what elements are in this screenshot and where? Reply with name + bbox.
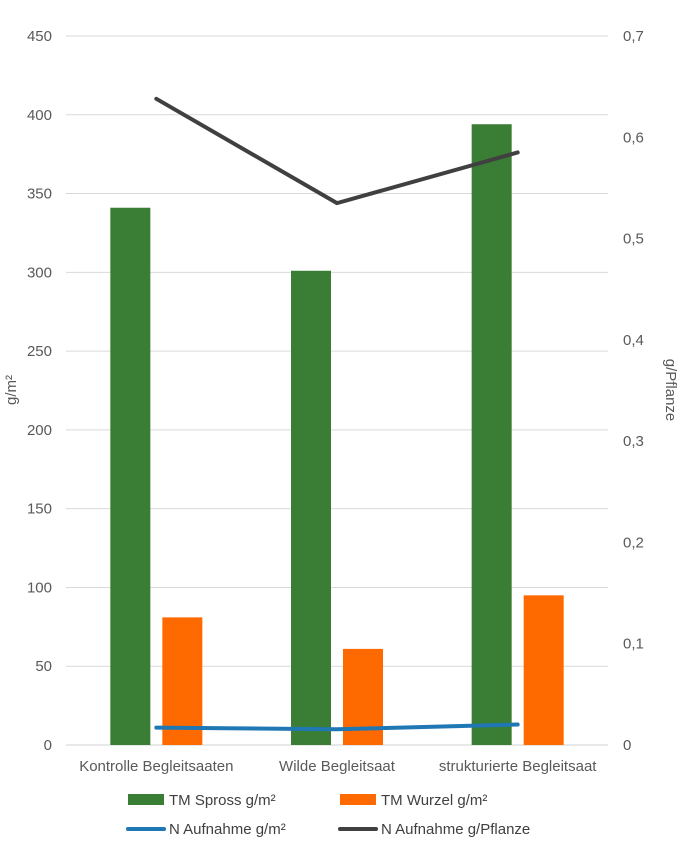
y-tick-label: 200 [27, 422, 52, 439]
series-line-n-pflanze [154, 96, 520, 206]
y-tick-label: 50 [35, 658, 52, 675]
y-tick-label: 300 [27, 264, 52, 281]
bar-wurzel [162, 617, 203, 745]
y2-tick-label: 0,2 [623, 534, 644, 551]
y-axis-title: g/m² [3, 375, 20, 405]
y2-axis-title: g/Pflanze [662, 359, 679, 422]
legend-label: N Aufnahme g/Pflanze [381, 821, 530, 838]
y2-tick-label: 0,6 [623, 129, 644, 146]
bar-spross [110, 207, 151, 746]
legend: TM Spross g/m² TM Wurzel g/m² N Aufnahme g… [126, 792, 530, 838]
legend-label: N Aufnahme g/m² [169, 821, 286, 838]
y-tick-label: 350 [27, 186, 52, 203]
bar-wurzel [523, 595, 564, 745]
x-tick-label: strukturierte Begleitsaat [439, 758, 597, 775]
gridlines [66, 35, 608, 746]
y-tick-label: 250 [27, 343, 52, 360]
y-tick-label: 450 [27, 28, 52, 45]
legend-swatch [128, 794, 164, 805]
y-tick-label: 100 [27, 579, 52, 596]
y2-tick-label: 0 [623, 737, 631, 754]
x-tick-label: Kontrolle Begleitsaaten [79, 758, 233, 775]
y2-tick-label: 0,4 [623, 332, 644, 349]
bars [110, 124, 564, 746]
y2-tick-label: 0,7 [623, 28, 644, 45]
y2-tick-label: 0,3 [623, 433, 644, 450]
x-tick-label: Wilde Begleitsaat [279, 758, 396, 775]
y-tick-label: 150 [27, 501, 52, 518]
lines [154, 96, 520, 732]
y2-tick-label: 0,1 [623, 636, 644, 653]
y2-tick-label: 0,5 [623, 231, 644, 248]
legend-swatch [340, 794, 376, 805]
y-tick-label: 0 [44, 737, 52, 754]
legend-label: TM Spross g/m² [169, 792, 276, 809]
bar-spross [471, 124, 512, 746]
bar-spross [291, 270, 331, 745]
axes: 0 50 100 150 200 250 300 350 400 450 0 0,1 0,2 0,3 0,4… [27, 28, 644, 775]
series-line-n-gm2 [154, 722, 520, 732]
legend-label: TM Wurzel g/m² [381, 792, 487, 809]
y-tick-label: 400 [27, 107, 52, 124]
